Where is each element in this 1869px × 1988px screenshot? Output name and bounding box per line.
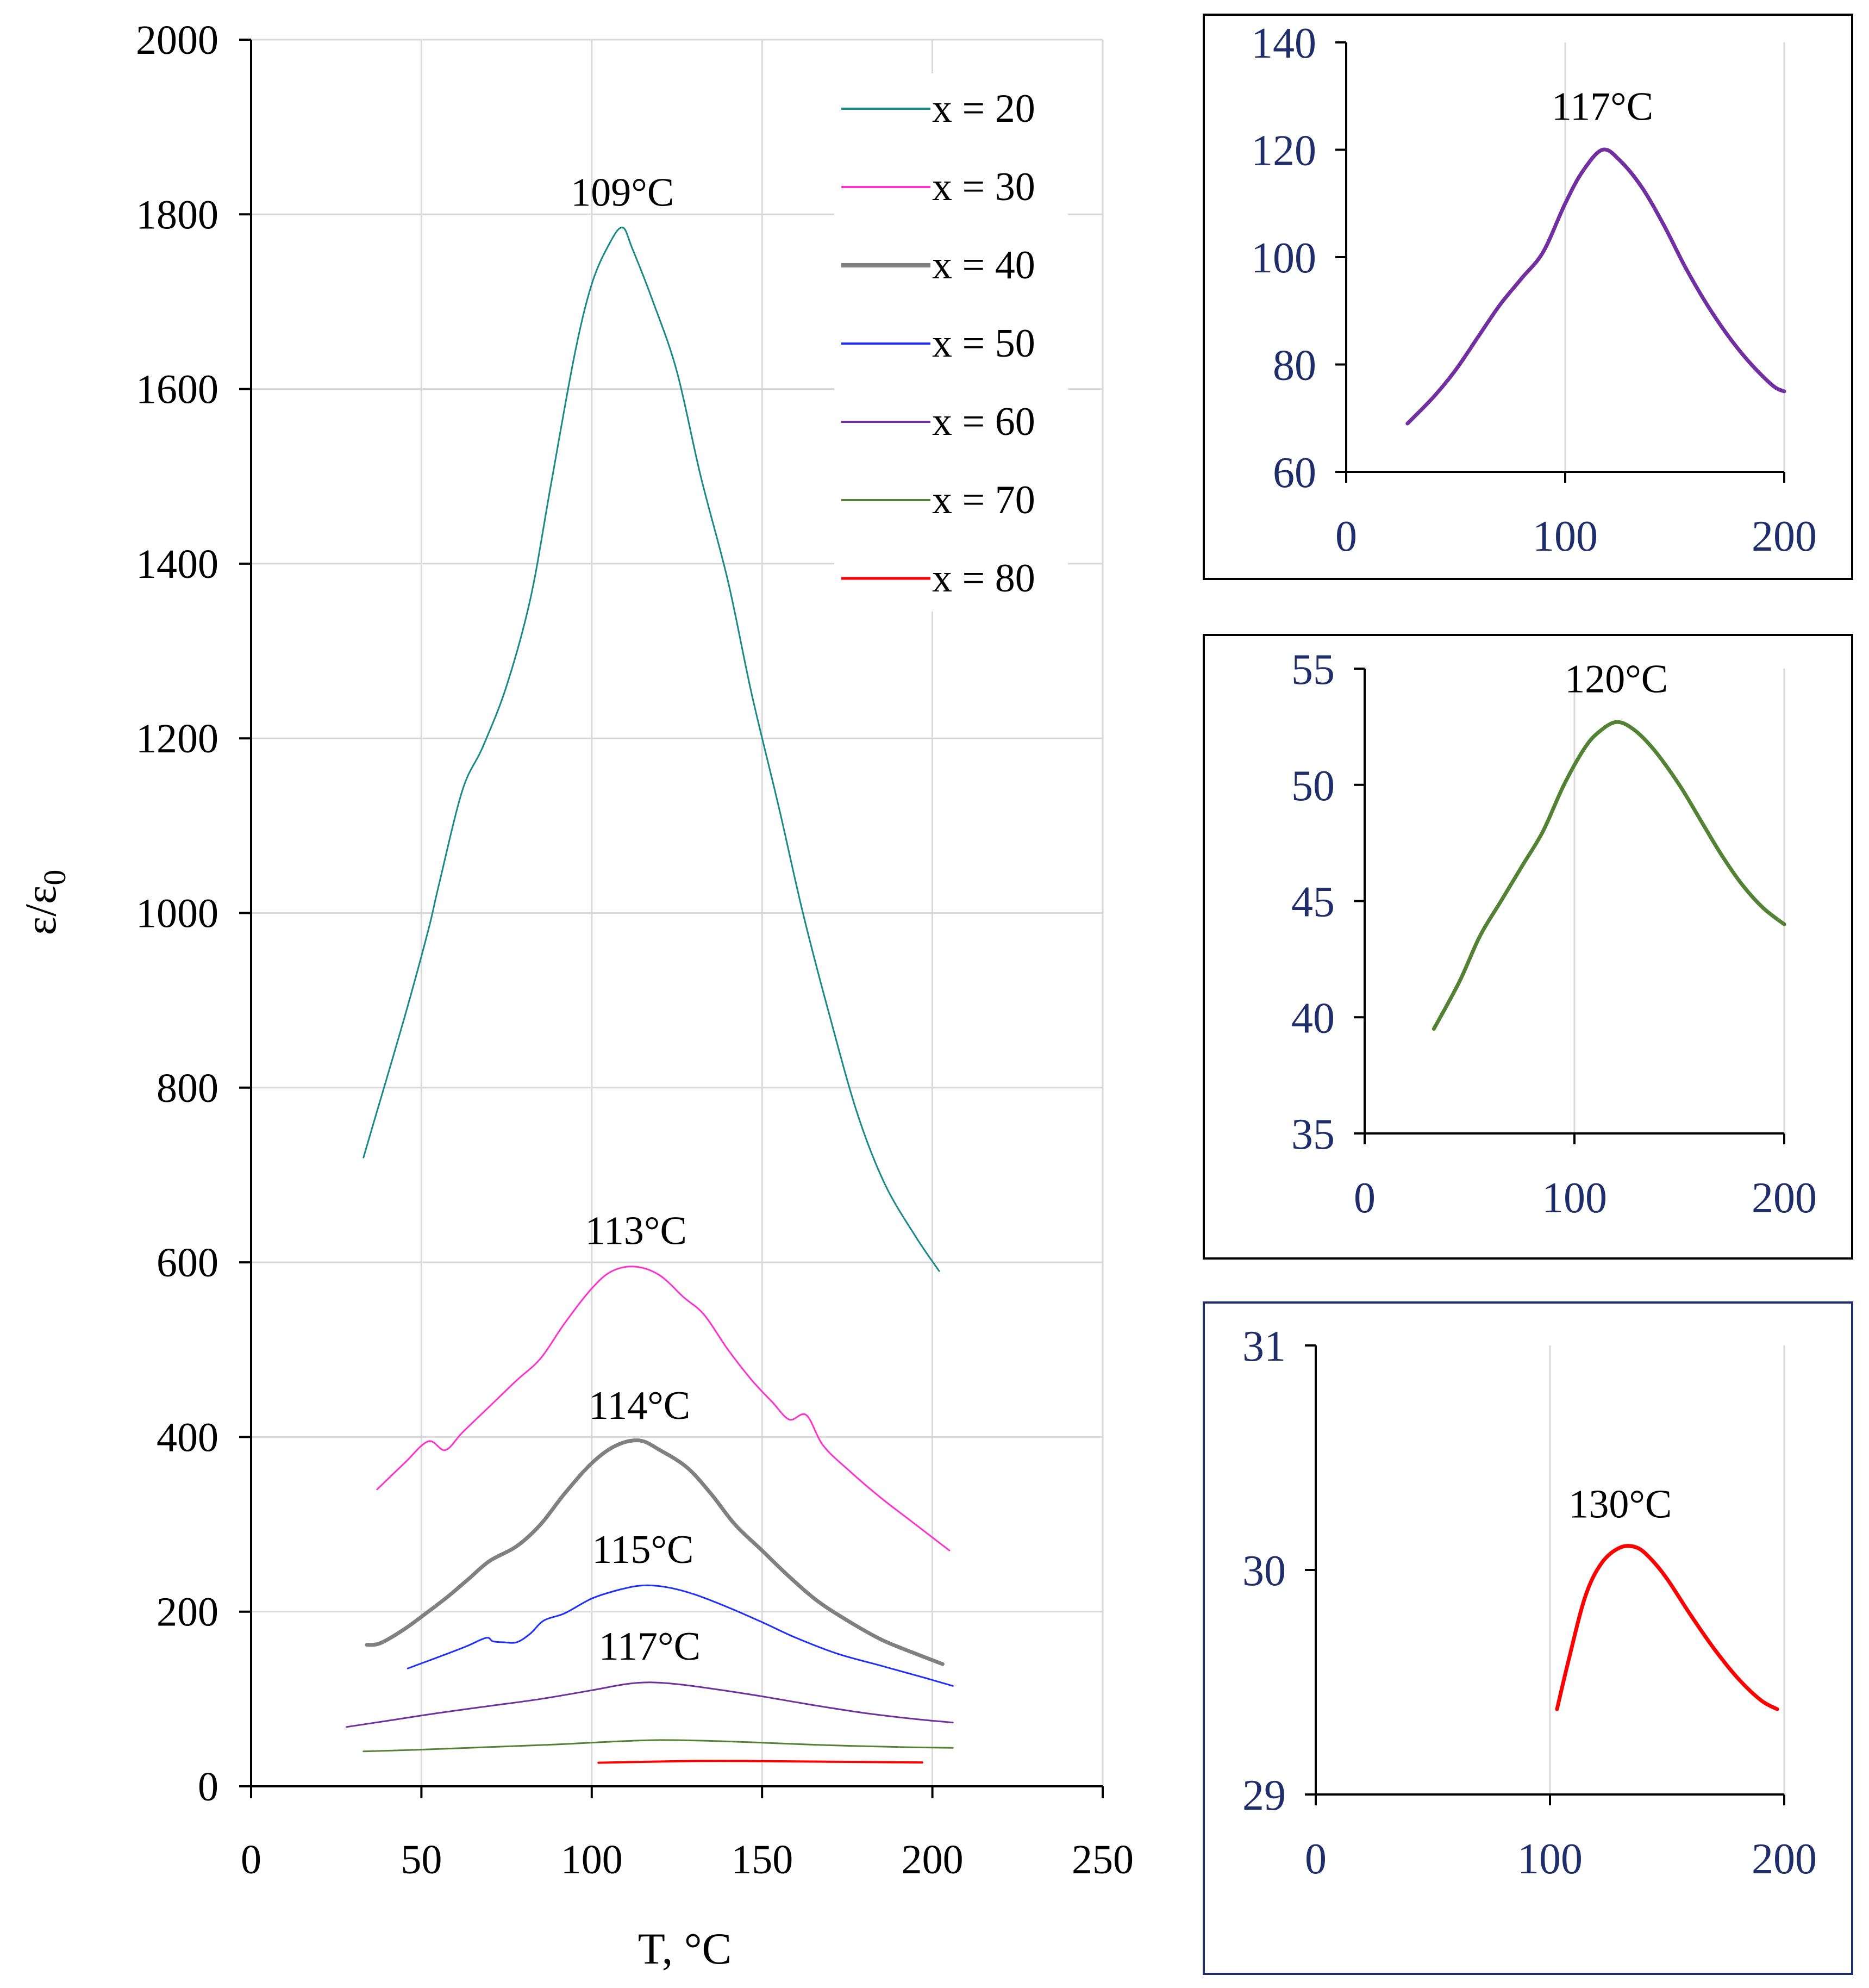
inset-peak-annotation: 120°C — [1565, 657, 1668, 701]
inset-x-tick-label: 0 — [1335, 513, 1357, 560]
inset-y-tick-label: 31 — [1242, 1323, 1286, 1370]
main-series — [346, 226, 954, 1764]
inset-chart-x70: 0 100 200 35 40 45 50 55 120°C — [1291, 646, 1817, 1222]
inset-y-tick-label: 50 — [1291, 762, 1335, 810]
inset-y-tick-label: 120 — [1251, 127, 1316, 175]
x-tick-label: 200 — [902, 1837, 964, 1883]
y-tick-label: 0 — [198, 1764, 218, 1810]
peak-annotation: 115°C — [592, 1528, 693, 1572]
inset-y-tick-label: 30 — [1242, 1547, 1286, 1595]
x-tick-label: 250 — [1072, 1837, 1134, 1883]
inset-1-frame — [1203, 14, 1853, 580]
inset-y-tick-label: 45 — [1291, 878, 1335, 926]
series-line-20 — [362, 226, 940, 1272]
legend-label: x = 40 — [932, 243, 1035, 288]
inset-y-tick-label: 140 — [1251, 20, 1316, 67]
legend-label: x = 70 — [932, 478, 1035, 522]
y-tick-label: 600 — [157, 1240, 218, 1286]
inset-chart-x60: 0 100 200 60 80 100 120 140 117°C — [1251, 20, 1817, 560]
inset-x-tick-label: 200 — [1752, 1835, 1817, 1883]
inset-y-tick-label: 60 — [1273, 449, 1316, 497]
inset-2-frame — [1203, 634, 1853, 1260]
inset-series-line — [1405, 147, 1786, 426]
y-tick-label: 1600 — [136, 367, 218, 413]
series-line-70 — [362, 1739, 954, 1753]
y-tick-label: 400 — [157, 1414, 218, 1460]
inset-x-tick-label: 100 — [1542, 1174, 1607, 1222]
main-axes — [239, 39, 1104, 1798]
peak-annotation: 117°C — [599, 1624, 701, 1669]
series-line-50 — [407, 1584, 954, 1687]
x-axis-title: T, °C — [638, 1924, 732, 1973]
inset-x-tick-label: 200 — [1752, 1174, 1817, 1222]
inset-x-tick-label: 0 — [1305, 1835, 1327, 1883]
legend-label: x = 50 — [932, 321, 1035, 366]
y-tick-label: 800 — [157, 1065, 218, 1111]
x-tick-label: 50 — [401, 1837, 442, 1883]
inset-y-tick-label: 35 — [1291, 1111, 1335, 1158]
inset-y-tick-label: 80 — [1273, 342, 1316, 390]
series-line-60 — [346, 1681, 954, 1728]
inset-x-tick-label: 100 — [1533, 513, 1598, 560]
y-tick-label: 1400 — [136, 541, 218, 587]
y-tick-label: 1800 — [136, 192, 218, 238]
y-tick-label: 1200 — [136, 716, 218, 762]
peak-annotation: 114°C — [589, 1384, 690, 1428]
inset-x-tick-label: 0 — [1354, 1174, 1376, 1222]
main-annotations: 109°C 113°C 114°C 115°C 117°C — [571, 170, 701, 1669]
inset-y-tick-label: 29 — [1242, 1772, 1286, 1819]
inset-series-line — [1555, 1544, 1779, 1711]
inset-series-line — [1432, 720, 1786, 1031]
peak-annotation: 113°C — [585, 1209, 687, 1254]
series-line-80 — [597, 1760, 923, 1764]
series-line-40 — [365, 1438, 945, 1666]
y-tick-label: 2000 — [136, 17, 218, 63]
legend-label: x = 20 — [932, 86, 1035, 131]
inset-y-tick-label: 40 — [1291, 994, 1335, 1042]
inset-peak-annotation: 130°C — [1568, 1482, 1672, 1527]
legend-label: x = 60 — [932, 400, 1035, 444]
inset-y-tick-label: 55 — [1291, 646, 1335, 694]
inset-x-tick-label: 200 — [1752, 513, 1817, 560]
x-tick-label: 0 — [241, 1837, 261, 1883]
peak-annotation: 109°C — [571, 170, 674, 215]
y-tick-label: 1000 — [136, 891, 218, 937]
inset-peak-annotation: 117°C — [1552, 85, 1653, 129]
legend-label: x = 80 — [932, 556, 1035, 601]
inset-x-tick-label: 100 — [1517, 1835, 1583, 1883]
inset-y-tick-label: 100 — [1251, 234, 1316, 282]
inset-3-frame — [1203, 1301, 1853, 1975]
x-tick-label: 150 — [731, 1837, 793, 1883]
legend: x = 20 x = 30 x = 40 x = 50 x = 60 x = 70 x = … — [834, 73, 1068, 612]
legend-label: x = 30 — [932, 165, 1035, 209]
series-line-30 — [376, 1266, 951, 1551]
main-tick-labels: 0 200 400 600 800 1000 1200 1400 1600 1800 2000 0 50… — [136, 17, 1134, 1883]
inset-chart-x80: 0 100 200 29 30 31 130°C — [1242, 1323, 1817, 1883]
x-tick-label: 100 — [561, 1837, 623, 1883]
y-tick-label: 200 — [157, 1590, 218, 1635]
